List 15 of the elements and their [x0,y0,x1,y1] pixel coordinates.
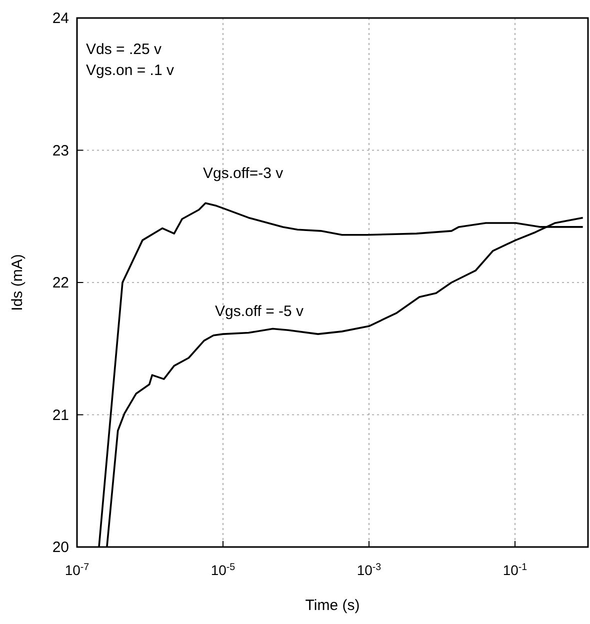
y-tick-label: 21 [52,406,69,424]
annotation: Vgs.off=-3 v [203,165,284,182]
x-tick-label: 10$^{-3}$ [356,562,382,578]
annotation: Vgs.off = -5 v [215,303,304,320]
x-tick-label: 10$^{-7}$ [64,562,90,578]
y-tick-label: 23 [52,142,69,160]
y-tick-label: 20 [52,539,69,556]
y-tick-label: 22 [52,274,69,292]
annotation: Vgs.on = .1 v [86,62,174,79]
y-axis-title: Ids (mA) [9,254,26,311]
x-axis-title: Time (s) [305,597,360,614]
annotation: Vds = .25 v [86,41,162,58]
y-tick-label: 24 [52,10,69,27]
x-tick-label: 10$^{-1}$ [502,562,528,578]
x-tick-label: 10$^{-5}$ [210,562,236,578]
